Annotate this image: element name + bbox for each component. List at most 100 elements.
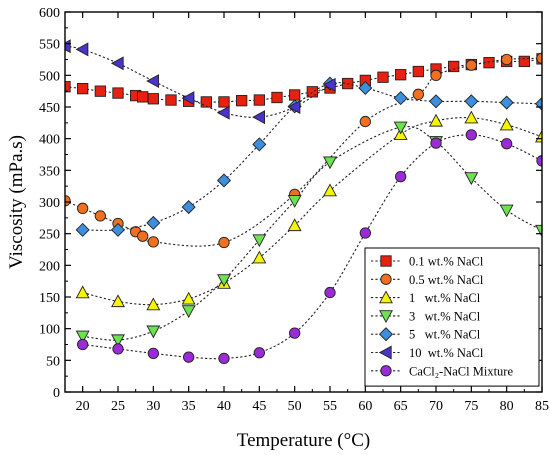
data-point-s6-4 bbox=[146, 74, 159, 88]
data-point-s5-9 bbox=[358, 80, 373, 96]
data-point-s5-5 bbox=[216, 173, 232, 188]
data-point-s7-3 bbox=[147, 347, 159, 360]
y-tick-label-600: 600 bbox=[39, 6, 60, 21]
y-tick-label-150: 150 bbox=[39, 291, 60, 306]
data-point-s4-4 bbox=[181, 305, 196, 319]
data-point-s1-6 bbox=[137, 91, 149, 103]
data-point-s5-3 bbox=[146, 215, 161, 230]
y-tick-label-350: 350 bbox=[39, 164, 60, 179]
y-tick-label-300: 300 bbox=[39, 196, 60, 211]
data-point-s3-1 bbox=[75, 285, 90, 299]
data-point-s1-28 bbox=[518, 55, 530, 68]
data-point-s5-2 bbox=[110, 222, 126, 237]
x-tick-label-35: 35 bbox=[182, 399, 196, 414]
legend-marker-7 bbox=[380, 365, 392, 377]
legend: 0.1 wt.% NaCl 0.5 wt.% NaCl 1 wt.% NaCl 3 w… bbox=[364, 247, 540, 387]
y-tick-label-250: 250 bbox=[39, 228, 60, 243]
legend-marker-1 bbox=[380, 255, 392, 267]
data-point-s3-10 bbox=[429, 113, 443, 127]
data-point-s1-21 bbox=[395, 69, 407, 81]
data-point-s1-8 bbox=[165, 94, 177, 106]
data-point-s7-13 bbox=[501, 138, 513, 150]
data-point-s1-7 bbox=[147, 93, 159, 105]
data-point-s3-12 bbox=[499, 117, 514, 131]
legend-label-2: 0.5 wt.% NaCl bbox=[409, 273, 484, 287]
data-point-s7-9 bbox=[359, 227, 371, 239]
x-tick-label-50: 50 bbox=[288, 399, 302, 414]
plot-area bbox=[65, 39, 542, 365]
data-point-s4-3 bbox=[146, 325, 161, 339]
x-tick-label-70: 70 bbox=[429, 399, 443, 414]
data-point-s1-11 bbox=[218, 96, 230, 108]
data-point-s2-7 bbox=[147, 236, 159, 248]
data-point-s4-6 bbox=[252, 234, 267, 248]
data-point-s6-7 bbox=[252, 110, 265, 125]
y-tick-label-100: 100 bbox=[39, 323, 60, 338]
data-point-s1-15 bbox=[289, 89, 301, 101]
data-point-s7-2 bbox=[112, 343, 124, 355]
data-point-s7-1 bbox=[77, 338, 89, 351]
x-tick-label-20: 20 bbox=[76, 399, 90, 414]
data-point-s7-12 bbox=[465, 129, 477, 141]
legend-marker-4 bbox=[379, 310, 393, 324]
data-point-s5-4 bbox=[181, 200, 196, 215]
x-tick-label-75: 75 bbox=[464, 399, 478, 414]
data-point-s1-4 bbox=[112, 87, 124, 99]
x-tick-label-30: 30 bbox=[146, 399, 160, 414]
legend-label-6: 10 wt.% NaCl bbox=[409, 346, 484, 360]
data-point-s1-14 bbox=[271, 91, 283, 104]
x-tick-label-25: 25 bbox=[111, 399, 125, 414]
data-point-s2-8 bbox=[218, 236, 230, 249]
data-point-s4-12 bbox=[499, 204, 514, 218]
data-point-s5-13 bbox=[499, 95, 514, 110]
data-point-s2-3 bbox=[94, 210, 106, 222]
legend-label-4: 3 wt.% NaCl bbox=[409, 309, 481, 323]
data-point-s4-2 bbox=[111, 334, 125, 348]
data-point-s7-4 bbox=[183, 351, 195, 363]
data-point-s2-2 bbox=[77, 202, 89, 214]
x-axis-title: Temperature (°C) bbox=[237, 430, 370, 451]
legend-box bbox=[364, 247, 540, 387]
x-tick-label-80: 80 bbox=[500, 399, 514, 414]
data-point-s6-2 bbox=[75, 42, 89, 57]
data-point-s5-1 bbox=[75, 222, 90, 237]
data-point-s4-9 bbox=[393, 121, 408, 135]
data-point-s3-11 bbox=[464, 110, 479, 124]
data-point-s3-8 bbox=[323, 183, 337, 197]
x-tick-label-85: 85 bbox=[535, 399, 549, 414]
legend-label-5: 5 wt.% NaCl bbox=[409, 328, 481, 342]
x-tick-label-40: 40 bbox=[217, 399, 231, 414]
data-point-s6-3 bbox=[110, 56, 124, 71]
data-point-s3-3 bbox=[146, 297, 161, 311]
legend-marker-2 bbox=[380, 273, 392, 285]
data-point-s7-7 bbox=[289, 327, 301, 339]
data-point-s1-1 bbox=[65, 81, 71, 93]
y-tick-label-450: 450 bbox=[39, 101, 60, 116]
data-point-s5-6 bbox=[252, 137, 267, 152]
data-point-s6-8 bbox=[287, 100, 301, 114]
data-point-s1-24 bbox=[448, 60, 460, 73]
data-point-s7-8 bbox=[324, 286, 336, 299]
data-point-s7-5 bbox=[218, 352, 230, 365]
axes: 20 25 30 35 40 45 50 55 60 65 70 75 80 85 0 50 100 150 200… bbox=[6, 6, 549, 451]
data-point-s7-10 bbox=[395, 171, 407, 183]
data-point-s1-20 bbox=[377, 71, 389, 83]
y-tick-label-500: 500 bbox=[39, 69, 60, 84]
data-point-s2-12 bbox=[430, 69, 442, 81]
legend-marker-5 bbox=[378, 327, 394, 342]
series-line-2 bbox=[65, 57, 542, 247]
series-line-6 bbox=[65, 45, 331, 118]
legend-label-1: 0.1 wt.% NaCl bbox=[409, 255, 484, 269]
data-point-s5-11 bbox=[428, 94, 444, 109]
data-point-s3-7 bbox=[287, 218, 302, 232]
data-point-s5-10 bbox=[393, 91, 408, 106]
x-tick-label-60: 60 bbox=[358, 399, 372, 414]
data-point-s4-7 bbox=[287, 195, 302, 208]
legend-marker-6 bbox=[378, 345, 392, 360]
data-point-s2-11 bbox=[412, 88, 424, 100]
data-point-s4-1 bbox=[75, 330, 90, 344]
legend-label-7: CaCl₂-NaCl Mixture bbox=[409, 364, 513, 378]
data-point-s1-10 bbox=[200, 96, 212, 108]
legend-label-3: 1 wt.% NaCl bbox=[409, 291, 481, 305]
x-tick-label-55: 55 bbox=[323, 399, 337, 414]
